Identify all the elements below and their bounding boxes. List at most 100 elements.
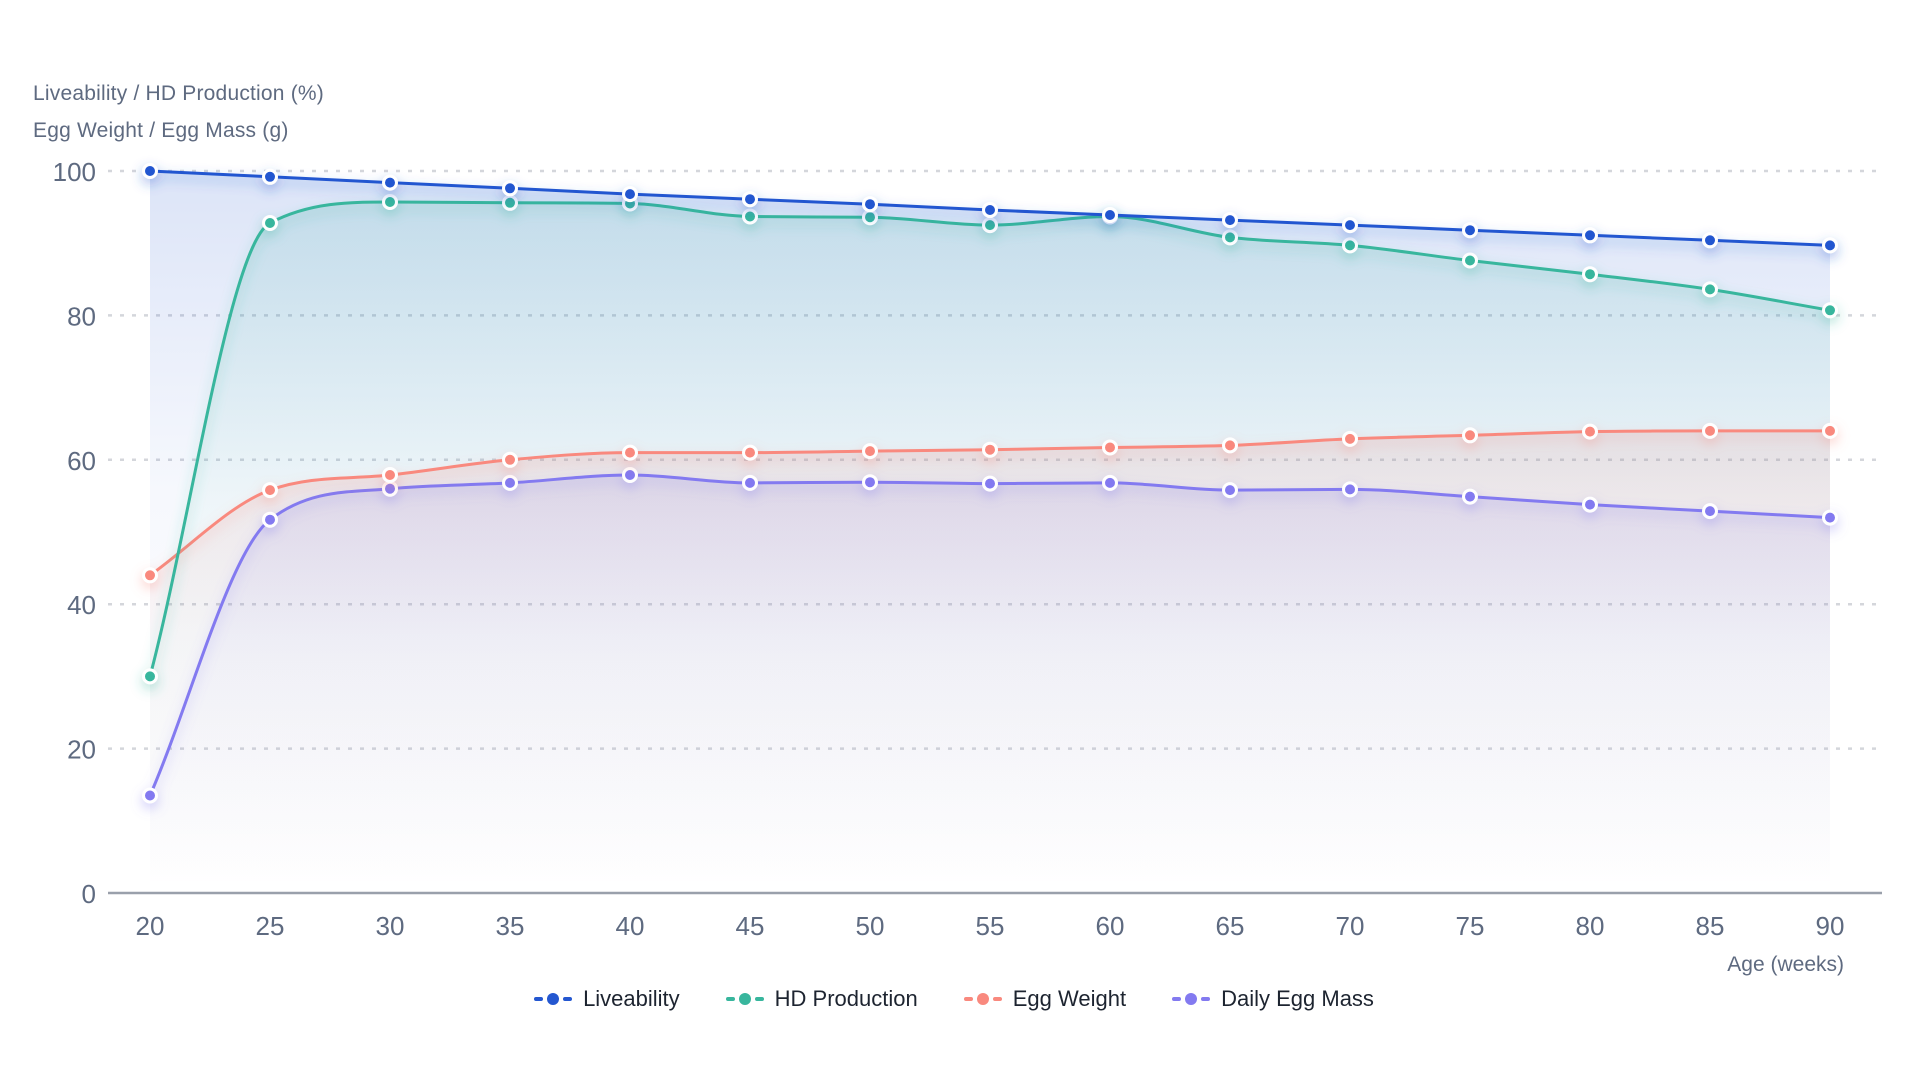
y-axis-title-percent: Liveability / HD Production (%) (33, 82, 324, 105)
x-tick-label: 85 (1696, 911, 1725, 941)
x-tick-label: 75 (1456, 911, 1485, 941)
x-tick-label: 80 (1576, 911, 1605, 941)
data-point (1462, 488, 1478, 505)
x-tick-label: 50 (856, 911, 885, 941)
data-point (1102, 474, 1118, 491)
x-tick-label: 20 (136, 911, 165, 941)
series-hd-production (142, 194, 1838, 685)
data-point (262, 482, 278, 499)
legend-marker-icon (725, 993, 764, 1005)
y-tick-label: 100 (53, 157, 96, 187)
data-point (742, 208, 758, 225)
x-tick-label: 45 (736, 911, 765, 941)
data-point (862, 443, 878, 460)
data-point (1822, 237, 1838, 254)
data-point (622, 467, 638, 483)
data-point (742, 444, 758, 461)
data-point (1822, 422, 1838, 439)
data-point (862, 209, 878, 226)
y-tick-labels: 0 20 40 60 80 100 (53, 157, 96, 909)
x-tick-label: 70 (1336, 911, 1365, 941)
data-point (502, 474, 518, 491)
legend-item-liveability[interactable]: Liveability (534, 986, 680, 1012)
data-point (1222, 482, 1238, 499)
y-tick-label: 20 (67, 735, 96, 765)
data-point (1222, 229, 1238, 246)
data-point (982, 441, 998, 458)
data-point (142, 163, 158, 179)
data-point (622, 186, 638, 203)
data-point (1582, 266, 1598, 283)
data-point (862, 474, 878, 491)
data-point (1462, 252, 1478, 269)
y-axis-title-grams: Egg Weight / Egg Mass (g) (33, 119, 289, 142)
data-point (622, 444, 638, 461)
legend-marker-icon (963, 993, 1002, 1005)
data-point (1702, 232, 1718, 249)
y-tick-label: 60 (67, 446, 96, 476)
data-point (502, 180, 518, 197)
data-point (1342, 430, 1358, 447)
data-point (1702, 281, 1718, 298)
data-point (502, 451, 518, 468)
x-tick-label: 40 (616, 911, 645, 941)
data-point (262, 168, 278, 185)
data-point (1582, 227, 1598, 244)
series-liveability (142, 163, 1838, 254)
x-tick-labels: 20 25 30 35 40 45 50 55 60 65 70 75 80 85 90 (136, 911, 1845, 941)
x-tick-label: 90 (1816, 911, 1845, 941)
data-point (1222, 212, 1238, 229)
data-point (262, 511, 278, 528)
data-point (1342, 217, 1358, 234)
data-point (262, 215, 278, 231)
data-point (1702, 422, 1718, 439)
data-point (862, 196, 878, 213)
y-tick-label: 80 (67, 301, 96, 331)
series-daily-egg-mass (142, 467, 1838, 804)
data-point (142, 787, 158, 804)
legend-label: Liveability (583, 986, 680, 1011)
legend-label: Egg Weight (1012, 986, 1127, 1011)
chart-legend: Liveability HD Production Egg Weight Dai… (0, 986, 1908, 1012)
data-point (742, 191, 758, 208)
data-point (1582, 423, 1598, 440)
data-point (142, 567, 158, 584)
data-point (1582, 496, 1598, 513)
legend-label: Daily Egg Mass (1221, 986, 1374, 1011)
data-point (1342, 481, 1358, 498)
data-point (1102, 439, 1118, 456)
data-point (382, 480, 398, 497)
data-point (1822, 302, 1838, 319)
data-point (1342, 237, 1358, 254)
legend-item-daily-egg-mass[interactable]: Daily Egg Mass (1172, 986, 1374, 1012)
y-tick-label: 40 (67, 590, 96, 620)
data-point (982, 217, 998, 234)
legend-item-egg-weight[interactable]: Egg Weight (963, 986, 1127, 1012)
data-point (382, 467, 398, 483)
legend-marker-icon (1172, 993, 1211, 1005)
series-egg-weight (142, 422, 1838, 584)
series-area-liveability (150, 171, 1830, 893)
x-axis-title: Age (weeks) (1727, 953, 1844, 976)
y-tick-label: 0 (82, 879, 96, 909)
data-point (1702, 503, 1718, 520)
data-point (1822, 509, 1838, 526)
x-tick-label: 25 (256, 911, 285, 941)
data-point (742, 474, 758, 491)
data-point (142, 668, 158, 685)
data-point (382, 174, 398, 191)
data-point (982, 475, 998, 492)
x-tick-label: 60 (1096, 911, 1125, 941)
x-tick-label: 65 (1216, 911, 1245, 941)
x-tick-label: 35 (496, 911, 525, 941)
data-point (502, 194, 518, 211)
data-point (1222, 437, 1238, 454)
legend-label: HD Production (774, 986, 918, 1011)
x-tick-label: 30 (376, 911, 405, 941)
x-tick-label: 55 (976, 911, 1005, 941)
data-point (982, 202, 998, 218)
data-point (382, 194, 398, 210)
legend-item-hd-production[interactable]: HD Production (725, 986, 918, 1012)
